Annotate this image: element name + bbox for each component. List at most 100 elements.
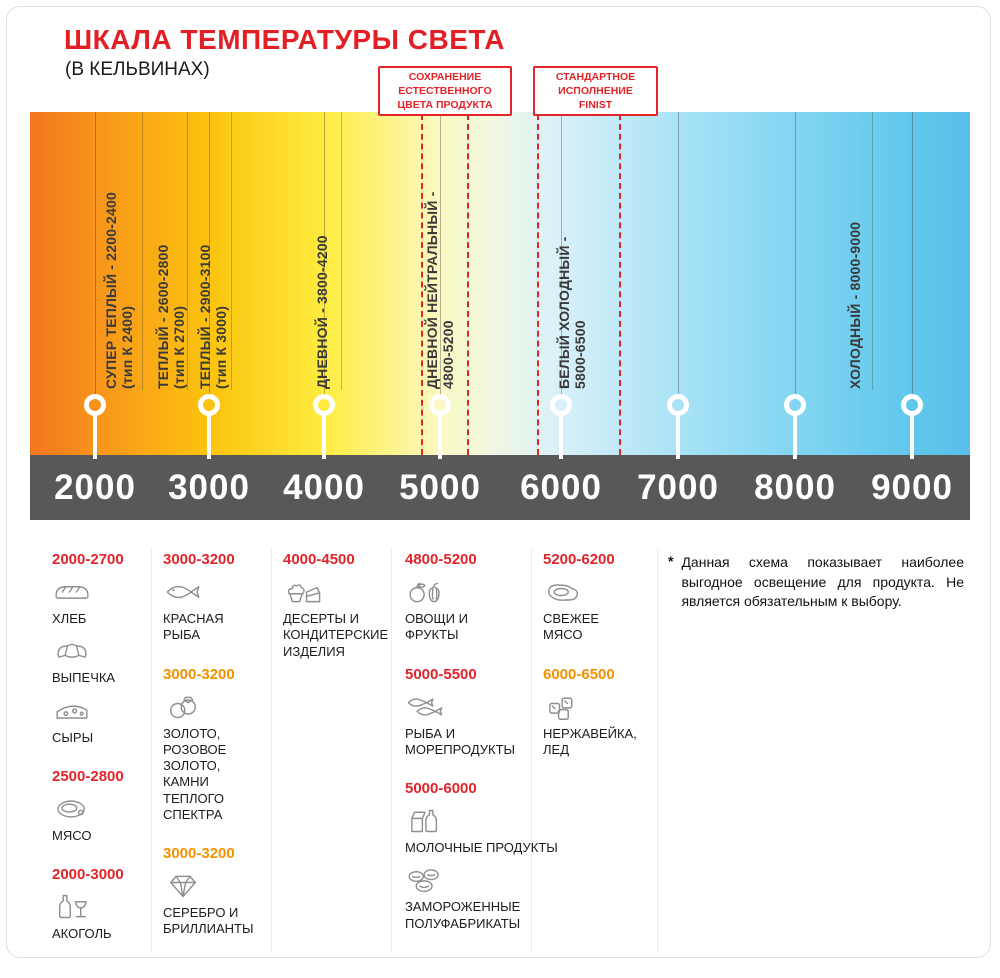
zone-divider-line [142, 112, 143, 390]
tick-pin-line [95, 112, 96, 395]
tick-pin-stem [93, 413, 97, 459]
tick-pin-stem [910, 413, 914, 459]
product-item: ХЛЕБ [52, 578, 148, 627]
zone-divider-line [872, 112, 873, 390]
product-item: ЗАМОРОЖЕННЫЕ ПОЛУФАБРИКАТЫ [405, 866, 523, 932]
product-item: РЫБА И МОРЕПРОДУКТЫ [405, 693, 523, 759]
range-label: 2000-2700 [52, 551, 124, 568]
product-label: СЫРЫ [52, 729, 94, 745]
tick-pin-line [440, 112, 441, 395]
kelvin-tick-label: 4000 [283, 468, 365, 507]
product-item: СЫРЫ [52, 697, 148, 746]
product-label: ВЫПЕЧКА [52, 670, 116, 686]
zone-label-cool-white: БЕЛЫЙ ХОЛОДНЫЙ -5800-6500 [556, 236, 588, 389]
product-label: КРАСНАЯ РЫБА [163, 611, 224, 643]
frame-border [6, 6, 991, 958]
product-label: МОЛОЧНЫЕ ПРОДУКТЫ [405, 840, 558, 855]
product-item: ЗОЛОТО, РОЗОВОЕ ЗОЛОТО, КАМНИ ТЕПЛОГО СП… [163, 693, 263, 824]
kelvin-tick-label: 9000 [871, 468, 953, 507]
product-item: ДЕСЕРТЫ И КОНДИТЕРСКИЕ ИЗДЕЛИЯ [283, 578, 388, 660]
zone-label-neutral-daylight: ДНЕВНОЙ НЕЙТРАЛЬНЫЙ -4800-5200 [424, 191, 456, 389]
column-separator [657, 548, 658, 952]
tick-pin-line [209, 112, 210, 395]
seafood-icon [405, 693, 523, 721]
product-item: ВЫПЕЧКА [52, 637, 148, 686]
product-column-5: 5200-6200 СВЕЖЕЕ МЯСО 6000-6500 НЕРЖАВЕЙ… [543, 551, 637, 768]
product-column-2: 3000-3200 КРАСНАЯ РЫБА 3000-3200 ЗОЛОТО,… [163, 551, 263, 948]
dashed-guide-6500 [619, 114, 621, 455]
product-label: МЯСО [52, 827, 92, 843]
dashed-guide-5800 [537, 114, 539, 455]
product-label: ХЛЕБ [52, 611, 87, 626]
range-label: 5000-5500 [405, 665, 477, 683]
product-item: АКОГОЛЬ [52, 893, 148, 942]
dashed-guide-5200 [467, 114, 469, 455]
footnote-asterisk: * [668, 553, 674, 569]
kelvin-gradient-band [30, 112, 970, 455]
tick-pin-stem [322, 413, 326, 459]
column-separator [531, 548, 532, 952]
product-item: СЕРЕБРО И БРИЛЛИАНТЫ [163, 872, 263, 938]
rings-icon [163, 693, 263, 721]
callout-natural-color: СОХРАНЕНИЕ ЕСТЕСТВЕННОГО ЦВЕТА ПРОДУКТА [378, 66, 512, 116]
range-label: 4000-4500 [283, 551, 355, 568]
product-label: НЕРЖАВЕЙКА, ЛЕД [543, 725, 637, 757]
kelvin-tick-label: 8000 [754, 468, 836, 507]
product-label: ОВОЩИ И ФРУКТЫ [405, 611, 468, 643]
tick-pin-stem [207, 413, 211, 459]
zone-label-warm-2700: ТЕПЛЫЙ - 2600-2800 (тип К 2700) [155, 244, 187, 389]
zone-label-daylight: ДНЕВНОЙ - 3800-4200 [314, 235, 330, 389]
range-label: 5200-6200 [543, 551, 615, 568]
product-item: СВЕЖЕЕ МЯСО [543, 578, 635, 644]
zone-divider-line [187, 112, 188, 390]
product-label: СЕРЕБРО И БРИЛЛИАНТЫ [163, 905, 254, 937]
dessert-icon [283, 578, 388, 606]
tick-pin-line [561, 112, 562, 395]
range-label: 6000-6500 [543, 665, 615, 683]
meat-icon [52, 795, 148, 823]
footnote-text: Данная схема показывает наиболее выгодно… [681, 554, 964, 610]
tick-pin-stem [559, 413, 563, 459]
diamond-icon [163, 872, 263, 900]
zone-divider-line [231, 112, 232, 390]
zone-label-super-warm: СУПЕР ТЕПЛЫЙ - 2200-2400 (тип К 2400) [103, 192, 135, 389]
column-separator [391, 548, 392, 952]
frozen-icon [405, 866, 523, 894]
product-label: СВЕЖЕЕ МЯСО [543, 611, 600, 643]
page-title: ШКАЛА ТЕМПЕРАТУРЫ СВЕТА [64, 24, 505, 55]
product-label: ДЕСЕРТЫ И КОНДИТЕРСКИЕ ИЗДЕЛИЯ [283, 611, 389, 659]
fish-icon [163, 578, 263, 606]
vegetables-icon [405, 578, 523, 606]
page-subtitle: (В КЕЛЬВИНАХ) [65, 59, 210, 80]
product-column-4: 4800-5200 ОВОЩИ И ФРУКТЫ 5000-5500 РЫБА … [405, 551, 558, 942]
zone-label-cold: ХОЛОДНЫЙ - 8000-9000 [847, 221, 863, 389]
croissant-icon [52, 637, 148, 665]
kelvin-tick-label: 7000 [637, 468, 719, 507]
zone-label-warm-3000: ТЕПЛЫЙ - 2900-3100 (тип К 3000) [197, 244, 229, 389]
callout-finist-standard: СТАНДАРТНОЕ ИСПОЛНЕНИЕ FINIST [533, 66, 658, 116]
product-label: АКОГОЛЬ [52, 926, 112, 941]
column-separator [151, 548, 152, 952]
bread-icon [52, 578, 148, 606]
range-label: 3000-3200 [163, 665, 235, 683]
tick-pin-line [324, 112, 325, 395]
product-item: МЯСО [52, 795, 148, 844]
product-label: ЗОЛОТО, РОЗОВОЕ ЗОЛОТО, КАМНИ ТЕПЛОГО СП… [163, 725, 227, 822]
range-label: 3000-3200 [163, 845, 235, 862]
kelvin-tick-label: 2000 [54, 468, 136, 507]
column-separator [271, 548, 272, 952]
dairy-icon [405, 807, 523, 835]
kelvin-axis-band [30, 455, 970, 520]
product-item: КРАСНАЯ РЫБА [163, 578, 263, 644]
product-label: РЫБА И МОРЕПРОДУКТЫ [405, 725, 516, 757]
zone-divider-line [341, 112, 342, 390]
range-label: 2500-2800 [52, 767, 124, 785]
product-item: ОВОЩИ И ФРУКТЫ [405, 578, 523, 644]
range-label: 4800-5200 [405, 551, 477, 568]
tick-pin-line [795, 112, 796, 395]
tick-pin-line [678, 112, 679, 395]
fresh-meat-icon [543, 578, 635, 606]
kelvin-tick-label: 6000 [520, 468, 602, 507]
dashed-guide-4800 [421, 114, 423, 455]
product-label: ЗАМОРОЖЕННЫЕ ПОЛУФАБРИКАТЫ [405, 899, 521, 931]
